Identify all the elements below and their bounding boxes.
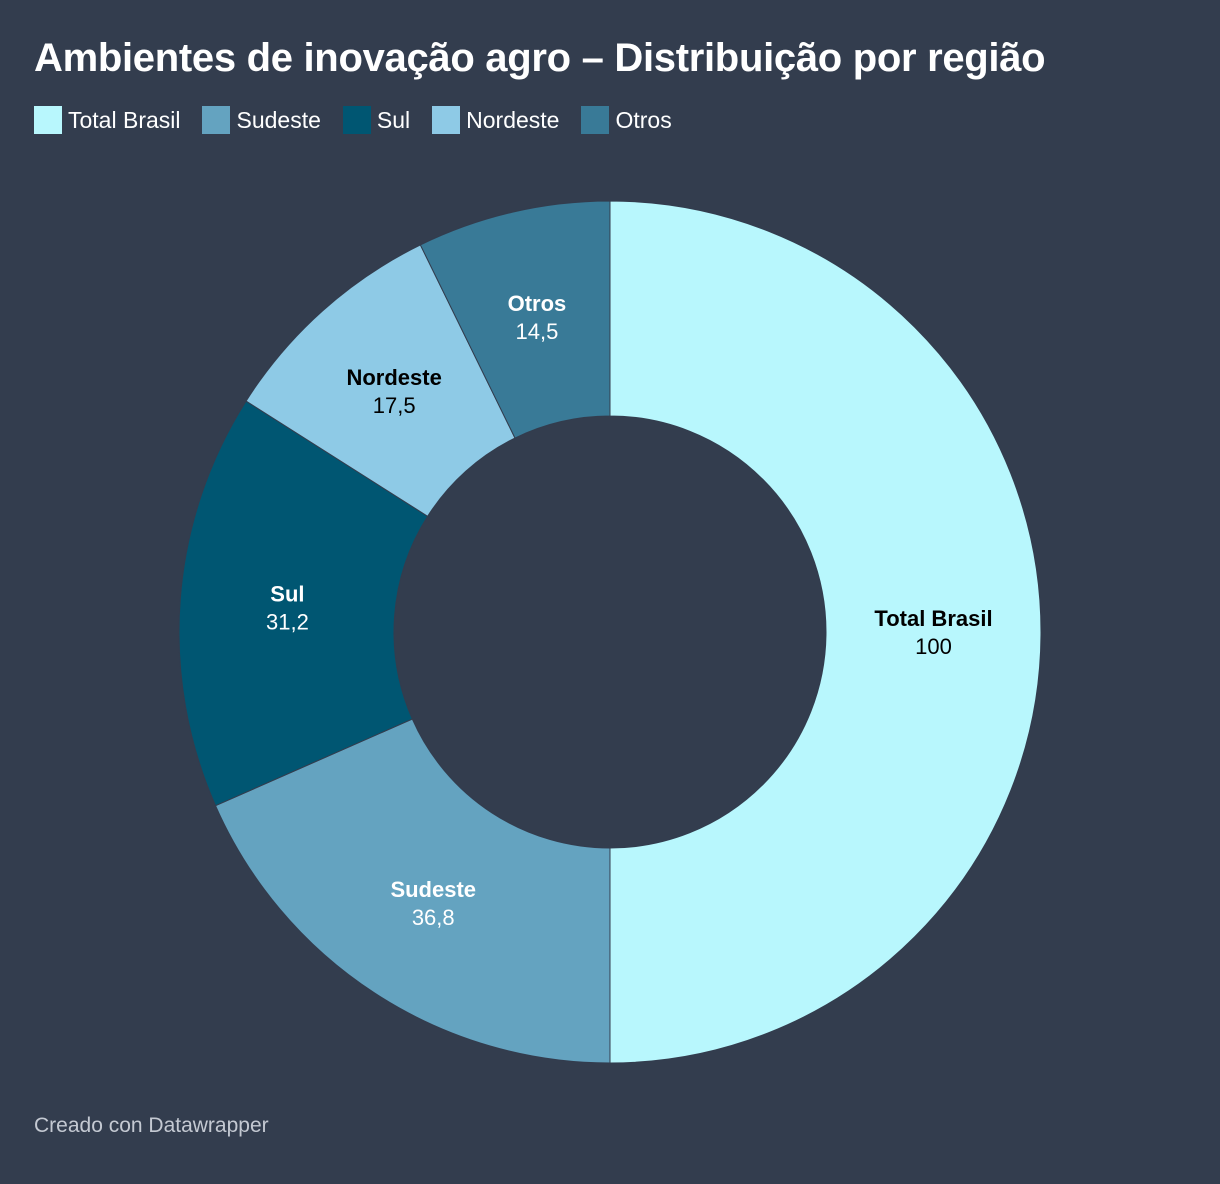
- legend-item-sudeste: Sudeste: [202, 106, 321, 134]
- chart-title: Ambientes de inovação agro – Distribuiçã…: [34, 36, 1046, 80]
- slice-label-total-brasil: Total Brasil 100: [874, 606, 992, 659]
- legend-swatch-total-brasil: [34, 106, 62, 134]
- slice-label-sudeste: Sudeste 36,8: [390, 877, 476, 930]
- slice-category-label: Sul: [270, 582, 304, 607]
- donut-slice-total-brasil: [609, 200, 1042, 1064]
- legend-item-total-brasil: Total Brasil: [34, 106, 180, 134]
- slice-category-label: Nordeste: [346, 365, 441, 390]
- legend-label-sudeste: Sudeste: [236, 106, 321, 133]
- legend-swatch-otros: [581, 106, 610, 134]
- donut-slice-sul: [178, 400, 429, 807]
- legend-item-sul: Sul: [342, 106, 411, 134]
- slice-label-otros: Otros 14,5: [508, 291, 567, 344]
- legend-label-otros: Otros: [615, 106, 672, 133]
- legend-item-nordeste: Nordeste: [432, 106, 559, 134]
- slice-category-label: Otros: [508, 291, 567, 316]
- legend-swatch-nordeste: [432, 106, 461, 134]
- legend-label-sul: Sul: [376, 106, 411, 133]
- legend-swatch-sul: [342, 106, 371, 134]
- slice-value-label: 17,5: [373, 393, 416, 418]
- slice-value-label: 100: [915, 634, 952, 659]
- slice-label-nordeste: Nordeste 17,5: [346, 365, 441, 418]
- slice-category-label: Sudeste: [390, 877, 476, 902]
- footer-credit: Creado con Datawrapper: [34, 1114, 269, 1137]
- donut-slice-otros: [419, 200, 611, 439]
- legend-item-otros: Otros: [581, 106, 672, 134]
- slice-category-label: Total Brasil: [874, 606, 992, 631]
- legend: Total Brasil Sudeste Sul Nordeste Otros: [34, 106, 694, 134]
- slice-value-label: 31,2: [266, 610, 309, 635]
- donut-slice-sudeste: [214, 718, 611, 1064]
- slice-value-label: 14,5: [516, 319, 559, 344]
- legend-swatch-sudeste: [202, 106, 231, 134]
- slice-value-label: 36,8: [412, 905, 455, 930]
- legend-label-total-brasil: Total Brasil: [68, 106, 181, 133]
- slice-label-sul: Sul 31,2: [266, 582, 309, 635]
- legend-label-nordeste: Nordeste: [466, 106, 560, 133]
